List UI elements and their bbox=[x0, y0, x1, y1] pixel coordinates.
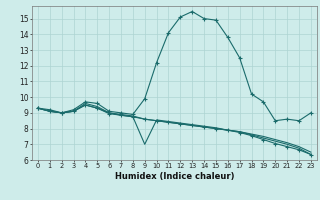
X-axis label: Humidex (Indice chaleur): Humidex (Indice chaleur) bbox=[115, 172, 234, 181]
